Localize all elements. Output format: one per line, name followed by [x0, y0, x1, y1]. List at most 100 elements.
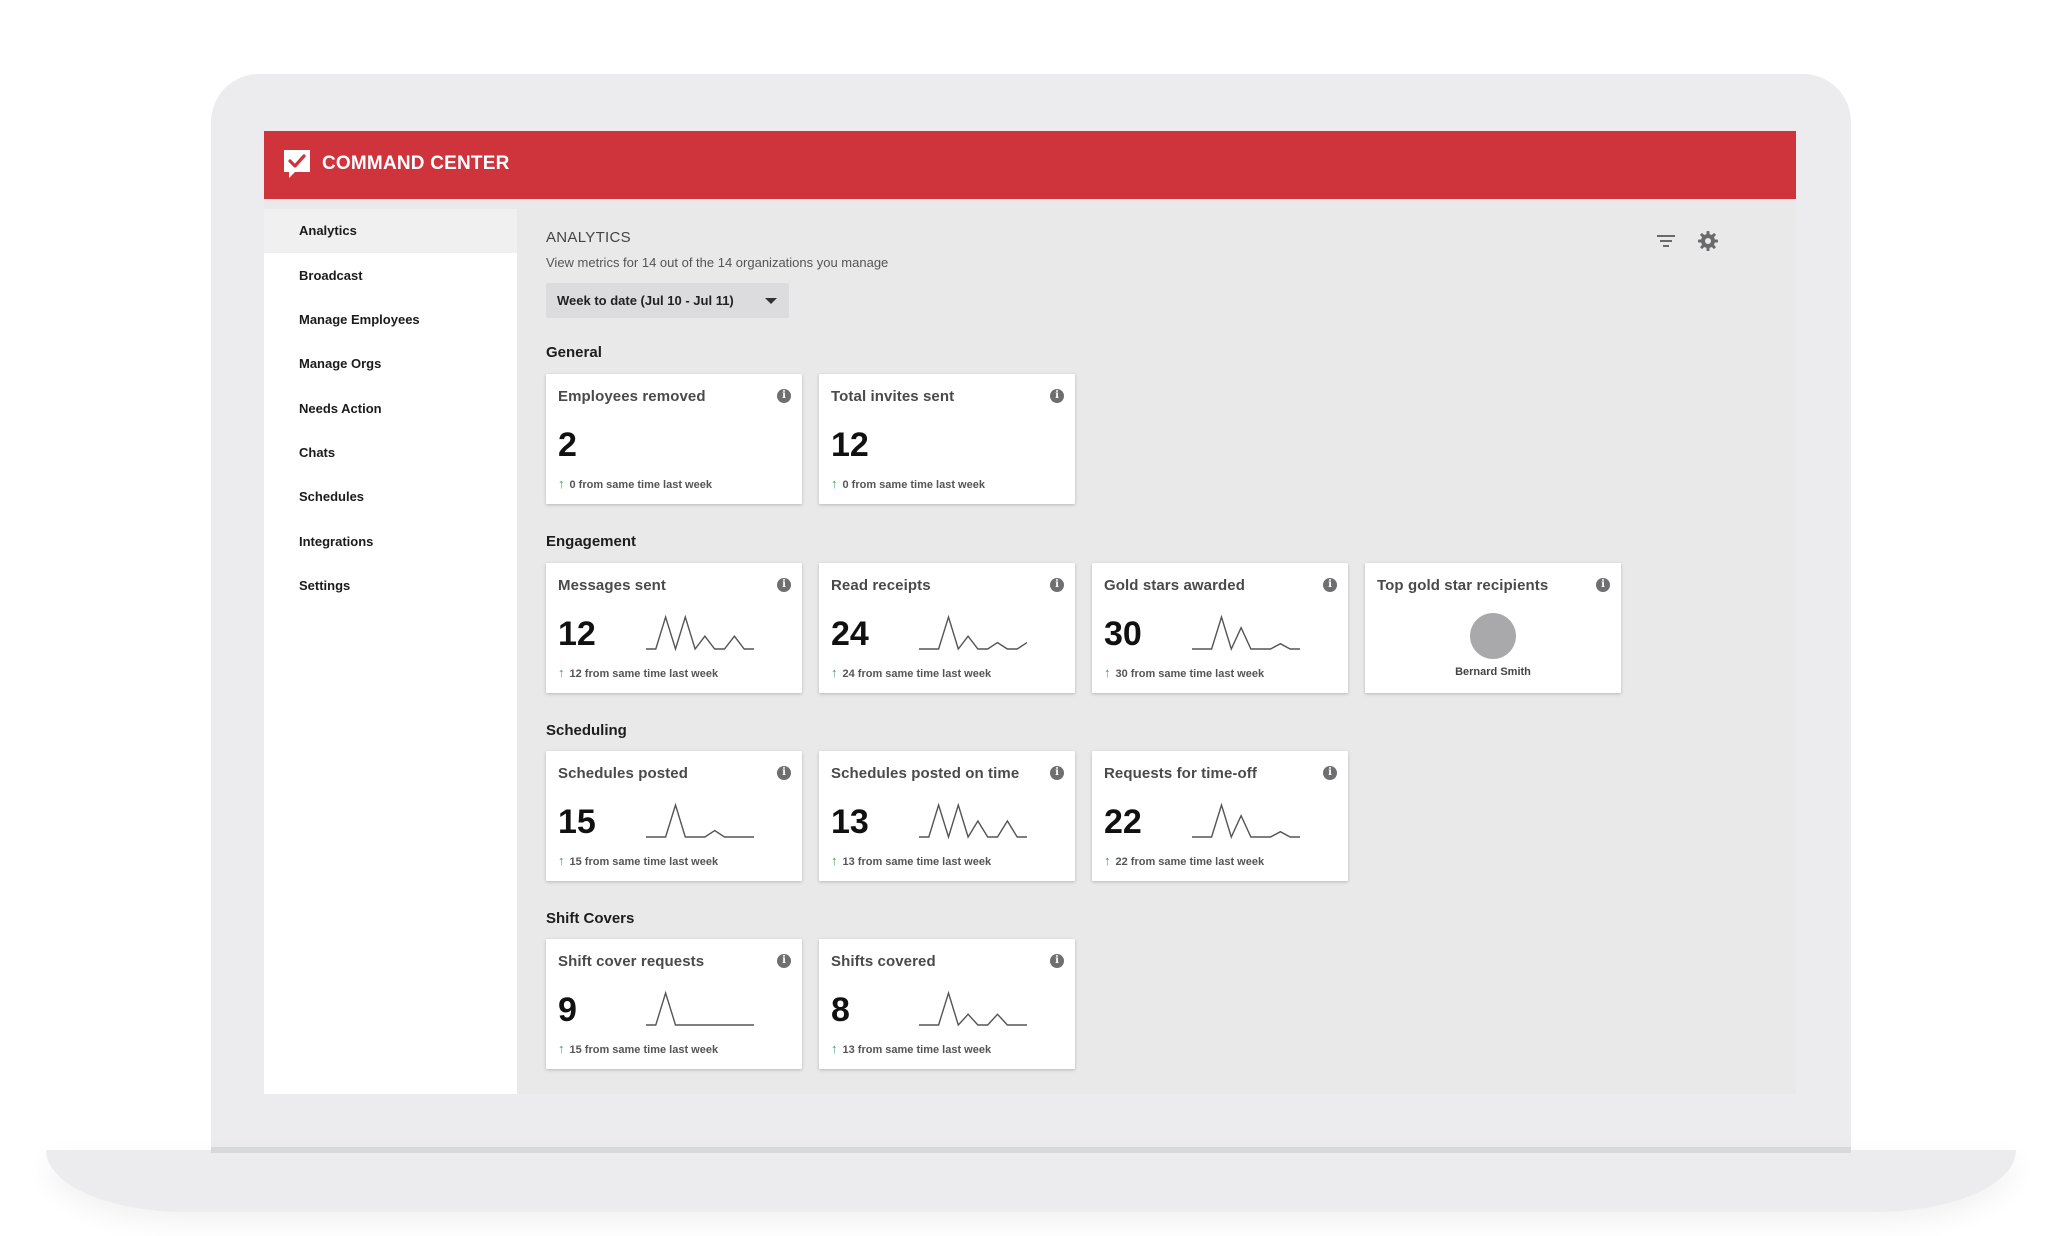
info-icon[interactable]: i: [1050, 954, 1064, 968]
metric-delta-text: 12 from same time last week: [569, 668, 719, 680]
info-icon[interactable]: i: [777, 578, 791, 592]
section-heading-scheduling: Scheduling: [546, 722, 627, 739]
metric-delta: ↑ 22 from same time last week: [1104, 853, 1264, 868]
metric-card-messages-sent: Messages sent i 12 ↑ 12 from same time la…: [546, 563, 802, 693]
card-title: Schedules posted: [558, 765, 688, 782]
metric-delta: ↑ 0 from same time last week: [831, 476, 985, 491]
metric-value: 15: [558, 803, 596, 841]
arrow-up-icon: ↑: [558, 665, 565, 680]
metric-delta-text: 13 from same time last week: [842, 1044, 992, 1056]
info-icon[interactable]: i: [1050, 578, 1064, 592]
recipient-name: Bernard Smith: [1455, 666, 1531, 678]
info-icon[interactable]: i: [1323, 766, 1337, 780]
metric-card-read-receipts: Read receipts i 24 ↑ 24 from same time la…: [819, 563, 1075, 693]
filter-icon[interactable]: [1654, 229, 1678, 253]
sparkline-line: [1192, 614, 1300, 651]
card-title: Top gold star recipients: [1377, 577, 1549, 594]
date-range-select[interactable]: Week to date (Jul 10 - Jul 11): [546, 283, 789, 318]
sparkline-line: [919, 990, 1027, 1027]
arrow-up-icon: ↑: [831, 853, 838, 868]
metric-delta: ↑ 0 from same time last week: [558, 476, 712, 491]
metric-value: 30: [1104, 615, 1142, 653]
metric-delta-text: 13 from same time last week: [842, 856, 992, 868]
sparkline-chart: [919, 614, 1027, 651]
app-logo-icon: [284, 150, 310, 178]
sparkline-chart: [919, 802, 1027, 840]
sparkline-line: [646, 614, 754, 652]
sidebar-item-label: Chats: [299, 445, 336, 460]
settings-icon[interactable]: [1696, 229, 1720, 253]
arrow-up-icon: ↑: [558, 476, 565, 491]
info-icon[interactable]: i: [1050, 766, 1064, 780]
sidebar-item-label: Schedules: [299, 489, 365, 504]
card-title: Shift cover requests: [558, 953, 705, 970]
card-title: Shifts covered: [831, 953, 936, 970]
sidebar-item-label: Broadcast: [299, 268, 363, 283]
metric-delta: ↑ 15 from same time last week: [558, 1041, 718, 1056]
metric-card-total-invites-sent: Total invites sent i 12 ↑ 0 from same tim…: [819, 374, 1075, 504]
avatar[interactable]: [1470, 613, 1516, 659]
card-title: Schedules posted on time: [831, 765, 1020, 782]
card-title: Read receipts: [831, 577, 931, 594]
sidebar-item-broadcast[interactable]: Broadcast: [264, 254, 517, 298]
caret-down-icon: [765, 298, 777, 304]
metric-card-gold-stars-awarded: Gold stars awarded i 30 ↑ 30 from same ti…: [1092, 563, 1348, 693]
info-icon[interactable]: i: [777, 954, 791, 968]
sparkline-chart: [646, 802, 754, 838]
sparkline-chart: [646, 990, 754, 1026]
metric-value: 9: [558, 991, 577, 1029]
metric-card-employees-removed: Employees removed i 2 ↑ 0 from same time …: [546, 374, 802, 504]
sidebar: Analytics Broadcast Manage Employees Man…: [264, 209, 517, 1094]
metric-delta-text: 0 from same time last week: [842, 479, 985, 491]
sidebar-item-settings[interactable]: Settings: [264, 564, 517, 608]
sidebar-item-label: Needs Action: [299, 401, 382, 416]
card-title: Messages sent: [558, 577, 667, 594]
main-content: ANALYTICS View metrics for 14 out of the…: [517, 199, 1796, 1094]
metric-delta: ↑ 24 from same time last week: [831, 665, 991, 680]
metric-card-schedules-posted-on-time: Schedules posted on time i 13 ↑ 13 from s…: [819, 751, 1075, 881]
info-icon[interactable]: i: [1050, 389, 1064, 403]
metric-value: 13: [831, 803, 869, 841]
sidebar-item-manage-employees[interactable]: Manage Employees: [264, 298, 517, 342]
info-icon[interactable]: i: [1596, 578, 1610, 592]
sidebar-item-label: Manage Orgs: [299, 356, 382, 371]
sparkline-line: [919, 802, 1027, 840]
sidebar-item-needs-action[interactable]: Needs Action: [264, 387, 517, 431]
metric-value: 12: [831, 426, 869, 464]
info-icon[interactable]: i: [1323, 578, 1337, 592]
top-bar: COMMAND CENTER: [264, 131, 1796, 199]
sidebar-item-schedules[interactable]: Schedules: [264, 475, 517, 519]
metric-value: 22: [1104, 803, 1142, 841]
info-icon[interactable]: i: [777, 766, 791, 780]
metric-card-shifts-covered: Shifts covered i 8 ↑ 13 from same time la…: [819, 939, 1075, 1069]
metric-card-requests-for-time-off: Requests for time-off i 22 ↑ 22 from same…: [1092, 751, 1348, 881]
sparkline-chart: [646, 614, 754, 652]
metric-delta-text: 0 from same time last week: [569, 479, 712, 491]
card-title: Gold stars awarded: [1104, 577, 1246, 594]
metric-card-shift-cover-requests: Shift cover requests i 9 ↑ 15 from same t…: [546, 939, 802, 1069]
metric-card-schedules-posted: Schedules posted i 15 ↑ 15 from same time…: [546, 751, 802, 881]
metric-delta-text: 15 from same time last week: [569, 856, 719, 868]
arrow-up-icon: ↑: [1104, 665, 1111, 680]
metric-value: 8: [831, 991, 850, 1029]
date-range-value: Week to date (Jul 10 - Jul 11): [557, 293, 734, 308]
sparkline-chart: [1192, 802, 1300, 839]
sidebar-item-chats[interactable]: Chats: [264, 431, 517, 475]
sidebar-item-label: Integrations: [299, 534, 374, 549]
card-title: Requests for time-off: [1104, 765, 1257, 782]
sidebar-item-manage-orgs[interactable]: Manage Orgs: [264, 342, 517, 386]
sparkline-line: [1192, 802, 1300, 839]
section-heading-shift-covers: Shift Covers: [546, 910, 635, 927]
sparkline-line: [646, 990, 754, 1026]
info-icon[interactable]: i: [777, 389, 791, 403]
sidebar-item-integrations[interactable]: Integrations: [264, 520, 517, 564]
arrow-up-icon: ↑: [558, 853, 565, 868]
section-heading-engagement: Engagement: [546, 533, 637, 550]
sidebar-item-label: Manage Employees: [299, 312, 420, 327]
page-title: ANALYTICS: [546, 229, 631, 246]
metric-value: 24: [831, 615, 869, 653]
arrow-up-icon: ↑: [558, 1041, 565, 1056]
arrow-up-icon: ↑: [831, 476, 838, 491]
sidebar-item-analytics[interactable]: Analytics: [264, 209, 517, 253]
page-subtitle: View metrics for 14 out of the 14 organi…: [546, 255, 889, 270]
